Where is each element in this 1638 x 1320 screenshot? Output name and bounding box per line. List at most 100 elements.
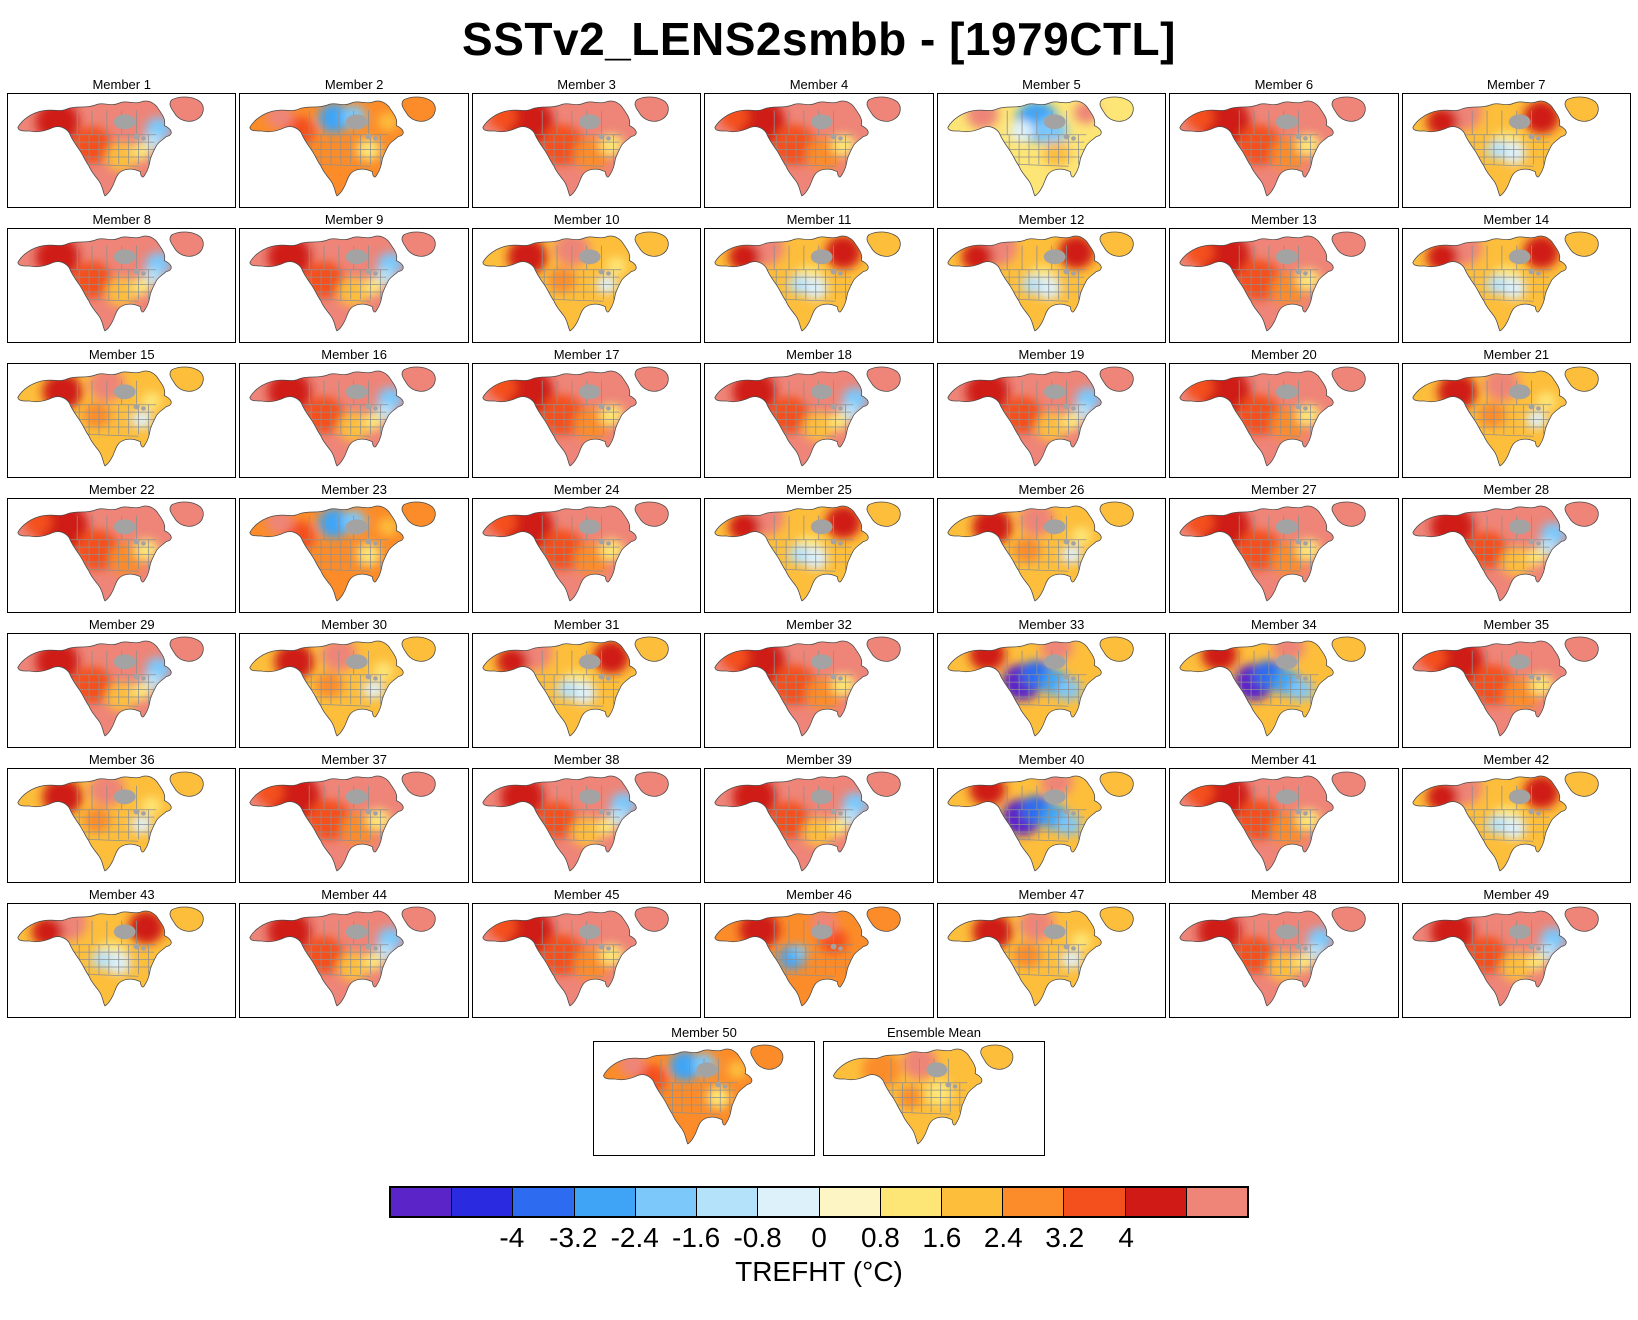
map-canvas [1401,768,1631,883]
map-canvas [471,903,702,1018]
map-panel-title: Member 40 [1018,752,1085,767]
colorbar-label: TREFHT (°C) [735,1256,903,1287]
colorbar-segment [758,1188,820,1216]
map-panel: Member 41 [1169,751,1399,883]
map-panel: Member 29 [7,616,237,748]
map-panel: Member 33 [936,616,1167,748]
colorbar-tick-label: 0 [811,1222,827,1253]
colorbar-segment [941,1188,1004,1216]
map-panel: Member 44 [239,886,469,1018]
map-panel-title: Member 19 [1018,347,1085,362]
map-panel-title: Member 32 [786,617,852,632]
map-canvas [593,1041,815,1156]
map-canvas [471,363,702,478]
figure-title: SSTv2_LENS2smbb - [1979CTL] [462,13,1176,65]
map-panel-title: Member 33 [1018,617,1085,632]
map-panel: Member 49 [1401,886,1631,1018]
map-panel: Member 12 [936,211,1167,343]
map-panel: Member 9 [239,211,469,343]
map-panel: Member 36 [7,751,237,883]
map-panel-title: Member 8 [92,212,151,227]
colorbar-segment [513,1188,575,1216]
map-canvas [936,633,1167,748]
map-canvas [936,903,1167,1018]
map-canvas [936,768,1167,883]
colorbar-segment [452,1188,514,1216]
map-panel: Member 43 [7,886,237,1018]
map-panel-title: Member 9 [324,212,384,227]
map-panel-title: Member 4 [789,77,849,92]
map-canvas [7,228,237,343]
map-canvas [1401,93,1631,208]
colorbar-ticks: -4 -3.2 -2.4 -1.6 -0.8 0 0.8 1.6 2.4 3.2 4 [389,1218,1249,1256]
map-canvas [7,93,237,208]
map-panel: Member 21 [1401,346,1631,478]
map-panel: Member 26 [936,481,1167,613]
map-panel: Member 30 [239,616,469,748]
map-canvas [1169,363,1399,478]
map-panel: Member 2 [239,76,469,208]
map-canvas [239,498,469,613]
map-panel: Member 46 [704,886,934,1018]
map-panel-title: Member 2 [324,77,384,92]
map-panel-title: Member 48 [1250,887,1317,902]
colorbar-segment [1003,1188,1065,1216]
map-panel-title: Member 37 [321,752,387,767]
map-panel: Member 7 [1401,76,1631,208]
colorbar-segment [1125,1188,1187,1216]
colorbar-tick-label: -3.2 [549,1222,598,1253]
colorbar-segments [389,1186,1249,1218]
map-panel: Member 10 [471,211,702,343]
map-panel-title: Member 17 [553,347,620,362]
map-panel: Member 47 [936,886,1167,1018]
map-canvas [471,768,702,883]
map-panel-title: Member 15 [88,347,155,362]
map-panel-title: Member 27 [1250,482,1317,497]
map-canvas [936,228,1167,343]
colorbar-tick-label: 2.4 [983,1222,1023,1253]
map-panel: Member 48 [1169,886,1399,1018]
map-panel-title: Member 3 [557,77,616,92]
map-panel-title: Member 11 [786,212,852,227]
map-canvas [7,498,237,613]
map-panel-title: Member 35 [1483,617,1550,632]
colorbar-segment [574,1188,636,1216]
map-canvas [7,903,237,1018]
map-canvas [704,363,934,478]
map-panel-title: Member 24 [553,482,620,497]
map-panel: Member 1 [7,76,237,208]
map-panel-title: Member 50 [671,1025,737,1040]
map-panel: Member 4 [704,76,934,208]
colorbar-segment [1064,1188,1126,1216]
map-panel-title: Member 21 [1483,347,1550,362]
colorbar-segment [1186,1188,1248,1216]
map-panel: Member 32 [704,616,934,748]
map-canvas [1169,768,1399,883]
map-panel-title: Member 29 [88,617,155,632]
map-canvas [1401,228,1631,343]
map-panel-title: Member 36 [88,752,155,767]
map-canvas [704,768,934,883]
map-canvas [1401,903,1631,1018]
colorbar-segment [819,1188,881,1216]
map-canvas [471,498,702,613]
map-panel: Member 3 [471,76,702,208]
map-panel-title: Member 18 [786,347,852,362]
map-panel-title: Member 23 [321,482,387,497]
map-panel-title: Member 13 [1250,212,1317,227]
map-canvas [239,363,469,478]
map-canvas [7,363,237,478]
map-panel-title: Member 45 [553,887,620,902]
map-canvas [1169,903,1399,1018]
map-panel-title: Member 46 [786,887,852,902]
map-panel: Member 24 [471,481,702,613]
map-panel-title: Member 14 [1483,212,1550,227]
map-panel-title: Member 5 [1022,77,1081,92]
map-panel: Member 42 [1401,751,1631,883]
map-canvas [471,228,702,343]
map-canvas [1169,93,1399,208]
map-panel-title: Member 22 [88,482,155,497]
map-panel: Member 14 [1401,211,1631,343]
map-panel: Member 28 [1401,481,1631,613]
map-panel-title: Member 28 [1483,482,1550,497]
